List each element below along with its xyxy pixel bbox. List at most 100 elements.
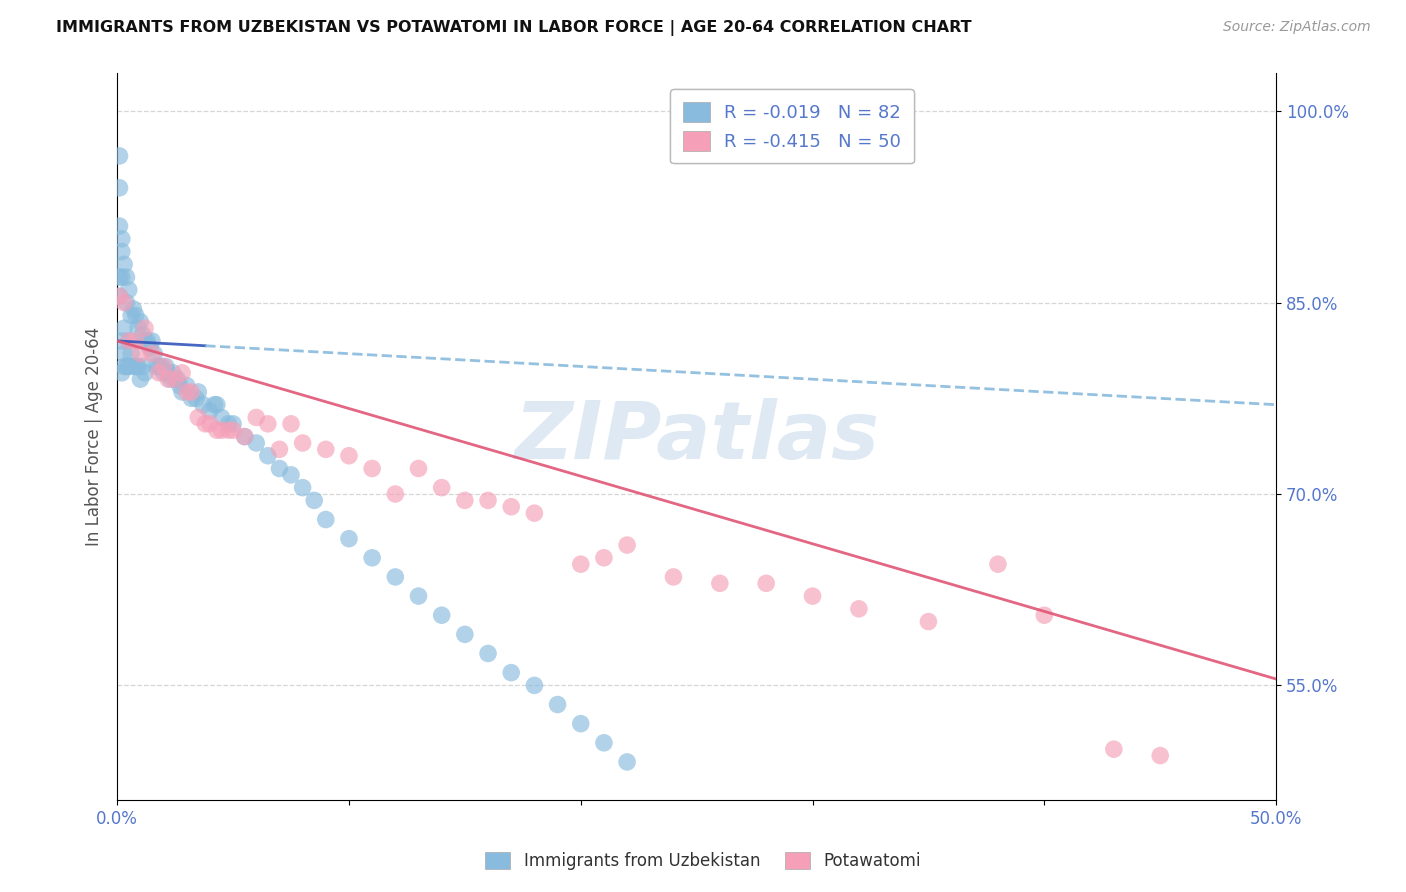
Point (108, 289, 131, 303)
Point (245, 410, 267, 425)
Point (125, 359, 148, 374)
Legend: R = -0.019   N = 82, R = -0.415   N = 50: R = -0.019 N = 82, R = -0.415 N = 50 (669, 89, 914, 163)
Point (361, 461, 384, 475)
Point (111, 334, 134, 348)
Point (454, 627, 477, 641)
Point (184, 392, 207, 406)
Point (616, 755, 638, 769)
Point (384, 487, 406, 501)
Point (291, 481, 314, 495)
Point (108, 219, 131, 233)
Point (547, 698, 569, 712)
Point (662, 570, 685, 584)
Point (280, 417, 302, 431)
Point (191, 398, 214, 412)
Point (269, 442, 291, 457)
Point (337, 532, 360, 546)
Point (108, 149, 131, 163)
Point (157, 366, 180, 380)
Point (176, 378, 198, 392)
Point (122, 359, 145, 374)
Point (501, 500, 523, 514)
Point (477, 493, 499, 508)
Point (1033, 608, 1056, 623)
Text: ZIPatlas: ZIPatlas (515, 398, 879, 475)
Point (131, 359, 153, 374)
Point (112, 257, 135, 271)
Legend: Immigrants from Uzbekistan, Potawatomi: Immigrants from Uzbekistan, Potawatomi (478, 845, 928, 877)
Point (118, 283, 141, 297)
Point (257, 449, 280, 463)
Point (129, 346, 152, 360)
Point (315, 512, 337, 526)
Point (131, 327, 153, 342)
Point (145, 359, 167, 374)
Point (122, 301, 145, 316)
Point (280, 467, 302, 482)
Point (111, 270, 134, 285)
Point (501, 665, 523, 680)
Point (115, 359, 138, 374)
Point (477, 647, 499, 661)
Point (150, 359, 173, 374)
Point (112, 321, 135, 335)
Point (245, 436, 267, 450)
Point (593, 550, 616, 565)
Point (523, 506, 546, 520)
Point (848, 602, 870, 616)
Point (112, 346, 135, 360)
Point (148, 366, 170, 380)
Point (217, 417, 239, 431)
Point (454, 493, 477, 508)
Point (112, 295, 135, 310)
Point (125, 334, 148, 348)
Point (127, 321, 149, 335)
Point (165, 372, 187, 386)
Point (134, 334, 156, 348)
Point (172, 384, 194, 399)
Text: Source: ZipAtlas.com: Source: ZipAtlas.com (1223, 20, 1371, 34)
Point (205, 398, 228, 412)
Point (120, 309, 142, 323)
Point (302, 493, 325, 508)
Point (152, 366, 174, 380)
Point (291, 436, 314, 450)
Point (205, 423, 228, 437)
Point (169, 378, 191, 392)
Point (430, 608, 453, 623)
Point (180, 392, 202, 406)
Point (108, 181, 131, 195)
Point (211, 410, 233, 425)
Point (211, 423, 233, 437)
Point (115, 270, 138, 285)
Point (165, 372, 187, 386)
Point (1102, 742, 1125, 756)
Point (118, 334, 141, 348)
Point (269, 461, 291, 475)
Point (523, 678, 546, 692)
Point (180, 384, 202, 399)
Point (187, 410, 209, 425)
Point (233, 429, 256, 443)
Point (159, 372, 181, 386)
Point (204, 398, 226, 412)
Point (125, 309, 148, 323)
Point (222, 423, 245, 437)
Point (194, 417, 217, 431)
Point (408, 461, 430, 475)
Point (987, 557, 1010, 571)
Point (111, 244, 134, 259)
Point (143, 346, 166, 360)
Point (138, 340, 160, 354)
Point (118, 359, 141, 374)
Point (222, 417, 245, 431)
Point (315, 442, 337, 457)
Point (917, 615, 939, 629)
Point (801, 589, 824, 603)
Point (430, 481, 453, 495)
Point (155, 359, 177, 374)
Text: IMMIGRANTS FROM UZBEKISTAN VS POTAWATOMI IN LABOR FORCE | AGE 20-64 CORRELATION : IMMIGRANTS FROM UZBEKISTAN VS POTAWATOMI… (56, 20, 972, 36)
Point (112, 359, 135, 374)
Point (172, 366, 194, 380)
Point (108, 270, 131, 285)
